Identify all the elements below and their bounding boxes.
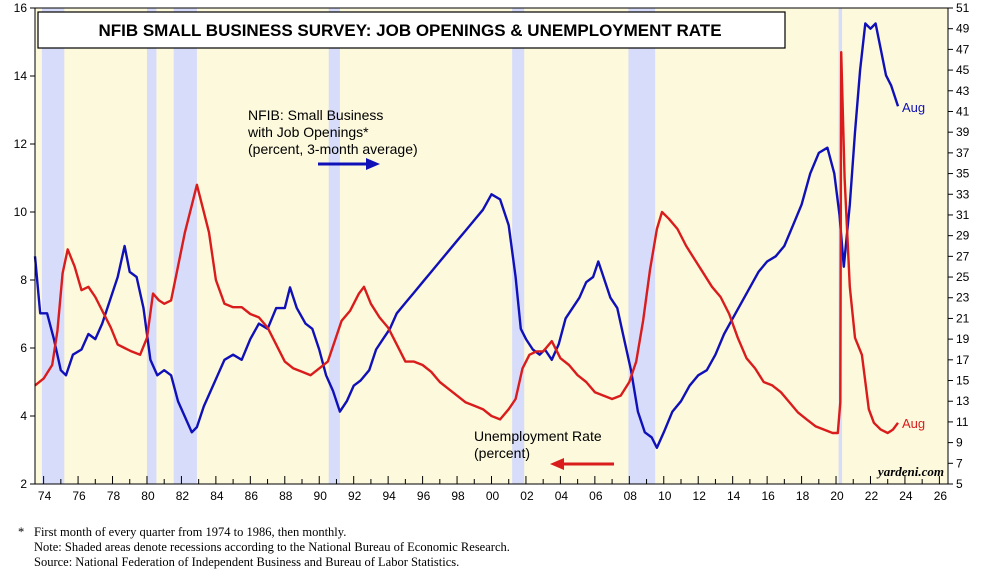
left-axis: 2 4 6 8 10 12 14 16 <box>14 1 35 491</box>
unemployment-end-label: Aug <box>902 416 925 431</box>
left-axis-tick-label: 8 <box>20 273 27 287</box>
left-axis-tick-label: 2 <box>20 477 27 491</box>
x-axis-tick-label: 88 <box>279 489 293 503</box>
footnote-1: * First month of every quarter from 1974 … <box>18 525 510 540</box>
x-axis-tick-label: 24 <box>899 489 913 503</box>
x-axis-tick-label: 04 <box>555 489 569 503</box>
footnotes: * First month of every quarter from 1974 … <box>18 525 510 570</box>
x-axis-tick-label: 10 <box>658 489 672 503</box>
x-axis-tick-label: 74 <box>38 489 52 503</box>
x-axis-tick-label: 20 <box>830 489 844 503</box>
unemployment-label-line1: Unemployment Rate <box>474 428 602 444</box>
right-axis-tick-label: 29 <box>956 229 970 243</box>
left-axis-tick-label: 4 <box>20 409 27 423</box>
footnote-1-text: First month of every quarter from 1974 t… <box>34 525 347 539</box>
x-axis-tick-label: 96 <box>417 489 431 503</box>
job-openings-line <box>33 22 900 449</box>
footnote-3: Source: National Federation of Independe… <box>34 555 460 569</box>
right-axis-tick-label: 7 <box>956 456 963 470</box>
x-axis-tick-label: 94 <box>382 489 396 503</box>
right-axis-tick-label: 25 <box>956 270 970 284</box>
x-axis-tick-label: 84 <box>210 489 224 503</box>
right-axis-tick-label: 5 <box>956 477 963 491</box>
left-axis-tick-label: 12 <box>14 137 28 151</box>
unemployment-rate-line <box>34 51 899 435</box>
x-axis-tick-label: 00 <box>486 489 500 503</box>
job-openings-arrow <box>318 158 380 170</box>
x-axis-tick-label: 22 <box>865 489 879 503</box>
recession-band <box>173 8 197 484</box>
job-openings-annotation: NFIB: Small Business with Job Openings* … <box>247 107 418 157</box>
x-axis-tick-label: 14 <box>727 489 741 503</box>
left-axis-tick-label: 14 <box>14 69 28 83</box>
unemployment-annotation: Unemployment Rate (percent) <box>474 428 602 461</box>
job-openings-label-line1: NFIB: Small Business <box>248 107 383 123</box>
right-axis-tick-label: 35 <box>956 167 970 181</box>
right-axis-tick-label: 33 <box>956 187 970 201</box>
footnote-marker: * <box>18 525 25 539</box>
right-axis-tick-label: 45 <box>956 63 970 77</box>
right-axis-tick-label: 23 <box>956 291 970 305</box>
recession-shading <box>41 8 843 484</box>
footnote-2: Note: Shaded areas denote recessions acc… <box>34 540 510 554</box>
x-axis-tick-label: 06 <box>589 489 603 503</box>
right-axis-tick-label: 47 <box>956 42 970 56</box>
job-openings-label-line3: (percent, 3-month average) <box>248 141 418 157</box>
recession-band <box>146 8 157 484</box>
unemployment-label-line2: (percent) <box>474 445 530 461</box>
x-axis-tick-label: 02 <box>520 489 534 503</box>
job-openings-end-label: Aug <box>902 100 925 115</box>
left-axis-tick-label: 16 <box>14 1 28 15</box>
job-openings-label-line2: with Job Openings* <box>247 124 369 140</box>
x-axis-tick-label: 90 <box>314 489 328 503</box>
chart-title: NFIB SMALL BUSINESS SURVEY: JOB OPENINGS… <box>98 21 721 40</box>
x-axis-tick-label: 98 <box>451 489 465 503</box>
right-axis-tick-label: 21 <box>956 311 970 325</box>
right-axis-tick-label: 17 <box>956 353 970 367</box>
right-axis-tick-label: 41 <box>956 104 970 118</box>
x-axis-tick-label: 92 <box>348 489 362 503</box>
left-axis-tick-label: 6 <box>20 341 27 355</box>
x-axis-tick-label: 26 <box>934 489 948 503</box>
x-axis-tick-label: 16 <box>761 489 775 503</box>
right-axis-tick-label: 43 <box>956 84 970 98</box>
left-axis-tick-label: 10 <box>14 205 28 219</box>
right-axis-tick-label: 15 <box>956 374 970 388</box>
right-axis-tick-label: 31 <box>956 208 970 222</box>
right-axis-tick-label: 49 <box>956 22 970 36</box>
plot-area <box>35 8 948 484</box>
x-axis-tick-label: 80 <box>141 489 155 503</box>
right-axis-tick-label: 51 <box>956 1 970 15</box>
recession-band <box>628 8 656 484</box>
right-axis: 5 7 9 11 13 15 17 19 21 23 25 27 29 31 33 35 37 39 41 43 45 4… <box>948 1 970 491</box>
x-axis-tick-label: 82 <box>176 489 190 503</box>
x-axis: 74 76 78 80 82 84 86 88 90 92 94 96 98 00 02 04 06 08 10 12… <box>38 476 947 503</box>
x-axis-tick-label: 76 <box>72 489 86 503</box>
unemployment-arrow <box>550 458 614 470</box>
series-layer <box>33 22 900 449</box>
right-axis-tick-label: 13 <box>956 394 970 408</box>
right-axis-tick-label: 39 <box>956 125 970 139</box>
right-axis-tick-label: 11 <box>956 415 969 429</box>
x-axis-tick-label: 18 <box>796 489 810 503</box>
right-axis-tick-label: 19 <box>956 332 970 346</box>
source-watermark: yardeni.com <box>876 464 944 479</box>
recession-band <box>328 8 340 484</box>
recession-band <box>512 8 525 484</box>
right-axis-tick-label: 37 <box>956 146 970 160</box>
x-axis-tick-label: 78 <box>107 489 121 503</box>
x-axis-tick-label: 12 <box>693 489 707 503</box>
x-axis-tick-label: 08 <box>624 489 638 503</box>
right-axis-tick-label: 9 <box>956 436 963 450</box>
right-axis-tick-label: 27 <box>956 249 970 263</box>
recession-band <box>41 8 65 484</box>
title-box: NFIB SMALL BUSINESS SURVEY: JOB OPENINGS… <box>37 11 786 49</box>
x-axis-tick-label: 86 <box>245 489 259 503</box>
